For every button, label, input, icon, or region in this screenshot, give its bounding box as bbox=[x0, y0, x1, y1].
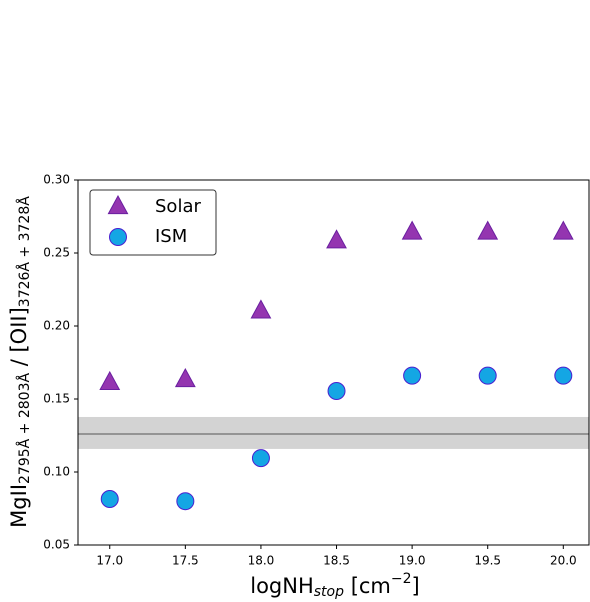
legend-marker bbox=[109, 228, 127, 246]
triangle-marker bbox=[552, 220, 574, 240]
y-tick-label: 0.10 bbox=[43, 465, 70, 479]
triangle-marker bbox=[250, 299, 272, 319]
y-axis-label: MgII2795Å + 2803Å / [OII]3726Å + 3728Å bbox=[7, 196, 33, 528]
reference-band bbox=[78, 416, 589, 449]
label-part: [cm bbox=[344, 574, 391, 598]
plot-frame bbox=[77, 179, 590, 546]
label-part: logNH bbox=[250, 574, 314, 598]
label-part: ] bbox=[412, 574, 420, 598]
y-tick-label: 0.20 bbox=[43, 319, 70, 333]
label-part: 2795Å + 2803Å bbox=[16, 373, 33, 484]
x-tick-label: 18.5 bbox=[323, 554, 350, 568]
circle-marker bbox=[403, 366, 422, 385]
circle-marker bbox=[478, 366, 497, 385]
circle-marker bbox=[176, 492, 195, 511]
label-part: / [OII] bbox=[7, 307, 31, 373]
label-part: 3726Å + 3728Å bbox=[16, 196, 33, 307]
legend-label: Solar bbox=[155, 196, 201, 217]
x-tick-label: 17.0 bbox=[96, 554, 123, 568]
triangle-marker bbox=[401, 220, 423, 240]
y-tick-label: 0.15 bbox=[43, 392, 70, 406]
triangle-marker bbox=[99, 370, 121, 391]
x-tick-label: 19.5 bbox=[474, 554, 501, 568]
x-tick-label: 20.0 bbox=[550, 554, 577, 568]
label-part: stop bbox=[314, 584, 344, 600]
x-tick-label: 17.5 bbox=[172, 554, 199, 568]
circle-marker bbox=[327, 381, 346, 400]
legend-label: ISM bbox=[155, 226, 187, 247]
circle-marker bbox=[251, 449, 270, 468]
label-part: MgII bbox=[7, 484, 31, 528]
circle-marker bbox=[100, 490, 119, 509]
triangle-marker bbox=[477, 220, 499, 240]
x-tick-label: 18.0 bbox=[248, 554, 275, 568]
x-axis-label: logNHstop [cm−2] bbox=[250, 571, 419, 600]
y-tick-label: 0.05 bbox=[43, 538, 70, 552]
triangle-marker bbox=[174, 367, 196, 388]
x-tick-label: 19.0 bbox=[399, 554, 426, 568]
circle-marker bbox=[554, 366, 573, 385]
legend-marker bbox=[107, 194, 129, 215]
y-tick-label: 0.25 bbox=[43, 246, 70, 260]
triangle-marker bbox=[326, 229, 347, 249]
y-tick-label: 0.30 bbox=[43, 173, 70, 187]
label-part: −2 bbox=[391, 571, 412, 587]
